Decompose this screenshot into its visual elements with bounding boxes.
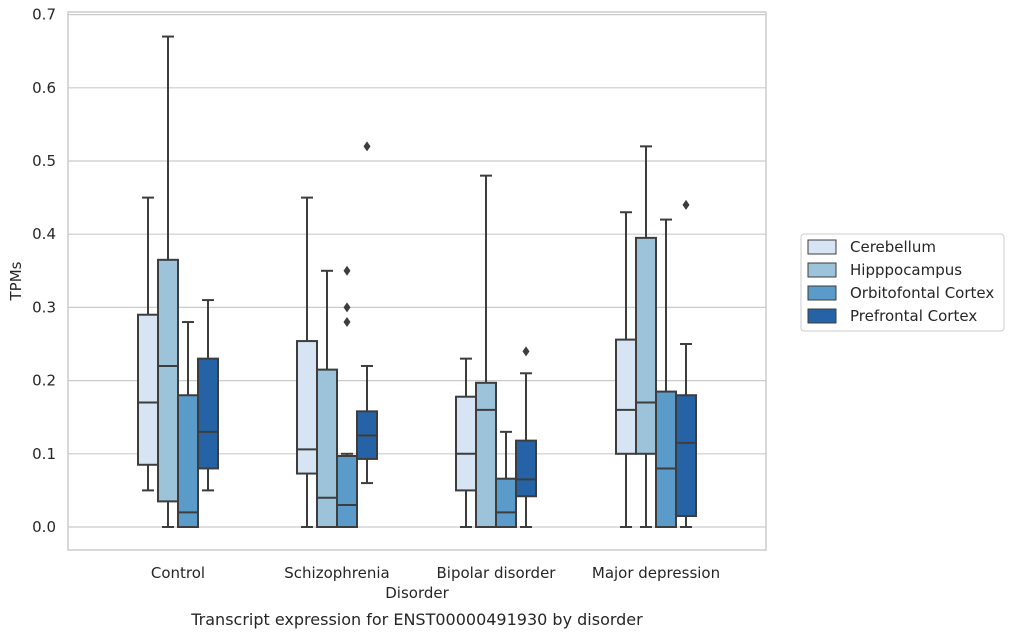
box-orbitofontal-cortex xyxy=(655,218,677,528)
legend-label: Prefrontal Cortex xyxy=(850,307,977,325)
legend-swatch xyxy=(807,285,837,301)
box-iqr xyxy=(197,357,219,470)
x-tick-label: Major depression xyxy=(592,564,720,582)
box-iqr xyxy=(137,313,159,466)
y-tick-label: 0.4 xyxy=(32,225,56,243)
box-group-bipolar-disorder xyxy=(455,174,537,528)
y-axis-label: TPMs xyxy=(7,261,25,301)
x-axis-label: Disorder xyxy=(385,584,449,602)
box-cerebellum xyxy=(296,196,318,528)
box-orbitofontal-cortex xyxy=(336,265,358,528)
y-axis-ticks: 0.0 0.1 0.2 0.3 0.4 0.5 0.6 0.7 xyxy=(32,6,56,536)
chart-caption: Transcript expression for ENST0000049193… xyxy=(190,610,643,629)
box-iqr xyxy=(316,368,338,528)
plot-frame xyxy=(67,11,767,551)
box-group-control xyxy=(137,35,219,528)
legend-label: Orbitofontal Cortex xyxy=(850,284,994,302)
legend-item: Hipppocampus xyxy=(807,261,962,279)
box-prefrontal-cortex xyxy=(356,141,378,485)
box-iqr xyxy=(336,454,358,528)
legend-item: Cerebellum xyxy=(807,238,936,256)
x-tick-label: Schizophrenia xyxy=(284,564,389,582)
y-tick-label: 0.2 xyxy=(32,372,56,390)
box-hipppocampus xyxy=(475,174,497,528)
legend-label: Cerebellum xyxy=(850,238,936,256)
outlier-point xyxy=(682,199,690,210)
box-prefrontal-cortex xyxy=(675,199,697,528)
legend: Cerebellum Hipppocampus Orbitofontal Corte… xyxy=(800,233,1005,332)
box-orbitofontal-cortex xyxy=(177,321,199,528)
box-hipppocampus xyxy=(157,35,179,528)
legend-frame xyxy=(800,233,1005,332)
box-iqr xyxy=(157,258,179,503)
box-cerebellum xyxy=(615,211,637,528)
x-tick-label: Bipolar disorder xyxy=(437,564,557,582)
box-hipppocampus xyxy=(316,269,338,528)
box-iqr xyxy=(675,394,697,518)
outlier-point xyxy=(343,317,351,328)
box-iqr xyxy=(495,477,517,528)
box-cerebellum xyxy=(455,357,477,528)
y-tick-label: 0.6 xyxy=(32,79,56,97)
box-iqr xyxy=(615,338,637,455)
box-group-schizophrenia xyxy=(296,141,378,528)
y-tick-label: 0.0 xyxy=(32,518,56,536)
box-iqr xyxy=(296,340,318,475)
outlier-point xyxy=(343,265,351,276)
box-iqr xyxy=(635,236,657,455)
box-groups xyxy=(137,35,697,528)
box-cerebellum xyxy=(137,196,159,492)
legend-item: Prefrontal Cortex xyxy=(807,307,977,325)
legend-swatch xyxy=(807,239,837,255)
outlier-point xyxy=(363,141,371,152)
y-tick-label: 0.5 xyxy=(32,152,56,170)
box-group-major-depression xyxy=(615,145,697,528)
box-iqr xyxy=(475,381,497,528)
box-orbitofontal-cortex xyxy=(495,430,517,528)
legend-label: Hipppocampus xyxy=(850,261,962,279)
box-iqr xyxy=(455,395,477,492)
legend-item: Orbitofontal Cortex xyxy=(807,284,994,302)
y-tick-label: 0.3 xyxy=(32,298,56,316)
outlier-point xyxy=(522,346,530,357)
y-tick-label: 0.1 xyxy=(32,445,56,463)
legend-swatch xyxy=(807,308,837,324)
box-prefrontal-cortex xyxy=(197,299,219,492)
y-tick-label: 0.7 xyxy=(32,6,56,24)
box-iqr xyxy=(515,439,537,498)
box-iqr xyxy=(177,394,199,528)
x-axis-ticks: Control Schizophrenia Bipolar disorder Majo… xyxy=(151,564,720,582)
x-tick-label: Control xyxy=(151,564,205,582)
box-prefrontal-cortex xyxy=(515,346,537,528)
box-hipppocampus xyxy=(635,145,657,528)
box-iqr xyxy=(655,390,677,528)
outlier-point xyxy=(343,302,351,313)
legend-swatch xyxy=(807,262,837,278)
